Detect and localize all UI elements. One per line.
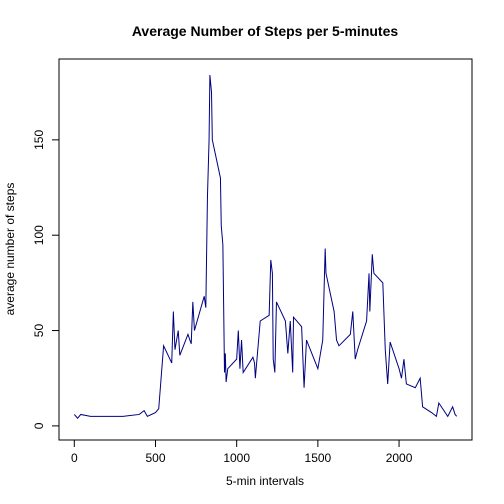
chart-title: Average Number of Steps per 5-minutes (132, 23, 399, 39)
x-tick-label: 0 (71, 451, 78, 465)
x-tick-label: 1500 (305, 451, 332, 465)
data-line (73, 74, 458, 420)
y-tick-label: 150 (32, 130, 46, 150)
plot-box (58, 58, 473, 441)
y-tick-label: 100 (32, 225, 46, 245)
x-axis-label: 5-min intervals (226, 474, 304, 488)
x-tick-label: 2000 (386, 451, 413, 465)
y-tick-label: 0 (32, 422, 46, 429)
x-tick-label: 1000 (223, 451, 250, 465)
x-tick-label: 500 (145, 451, 165, 465)
y-tick-label: 50 (32, 324, 46, 338)
y-axis-label: average number of steps (3, 183, 17, 316)
